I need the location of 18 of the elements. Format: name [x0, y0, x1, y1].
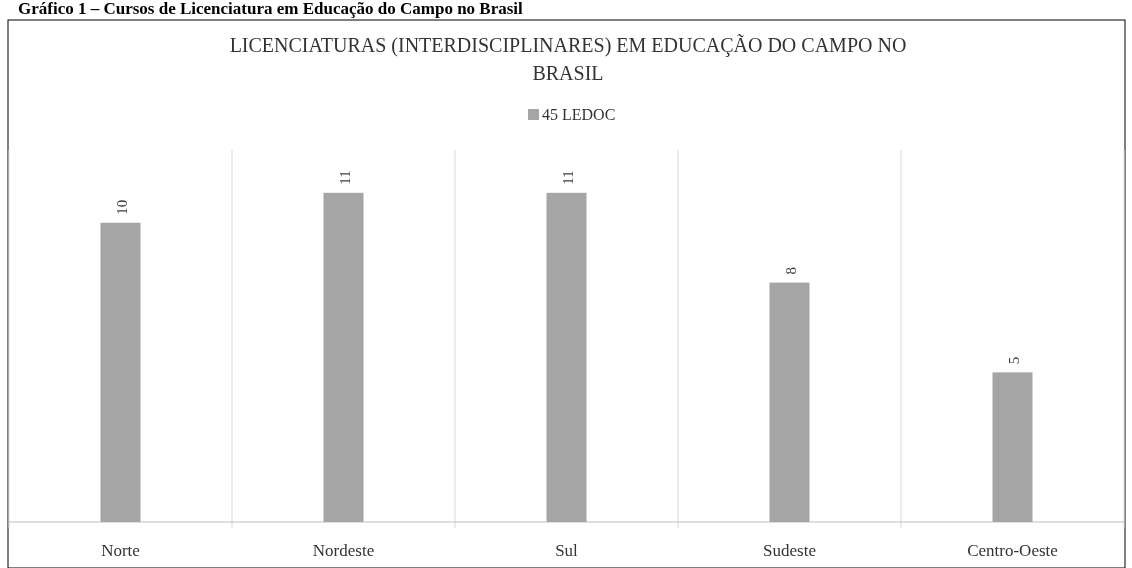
x-tick-label: Sudeste [763, 541, 816, 560]
data-label: 5 [1005, 356, 1022, 365]
data-label: 11 [559, 170, 576, 185]
data-label: 11 [336, 170, 353, 185]
x-tick-label: Centro-Oeste [967, 541, 1058, 560]
chart-title: LICENCIATURAS (INTERDISCIPLINARES) EM EDUCAÇÃO DO CAMPO NO BRASIL [229, 33, 907, 84]
data-label: 8 [782, 267, 799, 275]
data-label: 10 [113, 199, 130, 215]
legend-label: 45 LEDOC [542, 106, 616, 123]
bar [100, 222, 141, 522]
bar [546, 192, 587, 522]
x-tick-label: Sul [555, 541, 579, 560]
text: Gráfico 1 – Cursos de Licenciatura em Educação do Campo no Brasil [18, 0, 524, 18]
bar [323, 192, 364, 522]
x-tick-label: Nordeste [312, 541, 375, 560]
bar [992, 372, 1033, 522]
x-tick-label: Norte [101, 541, 140, 560]
bar [769, 282, 810, 522]
